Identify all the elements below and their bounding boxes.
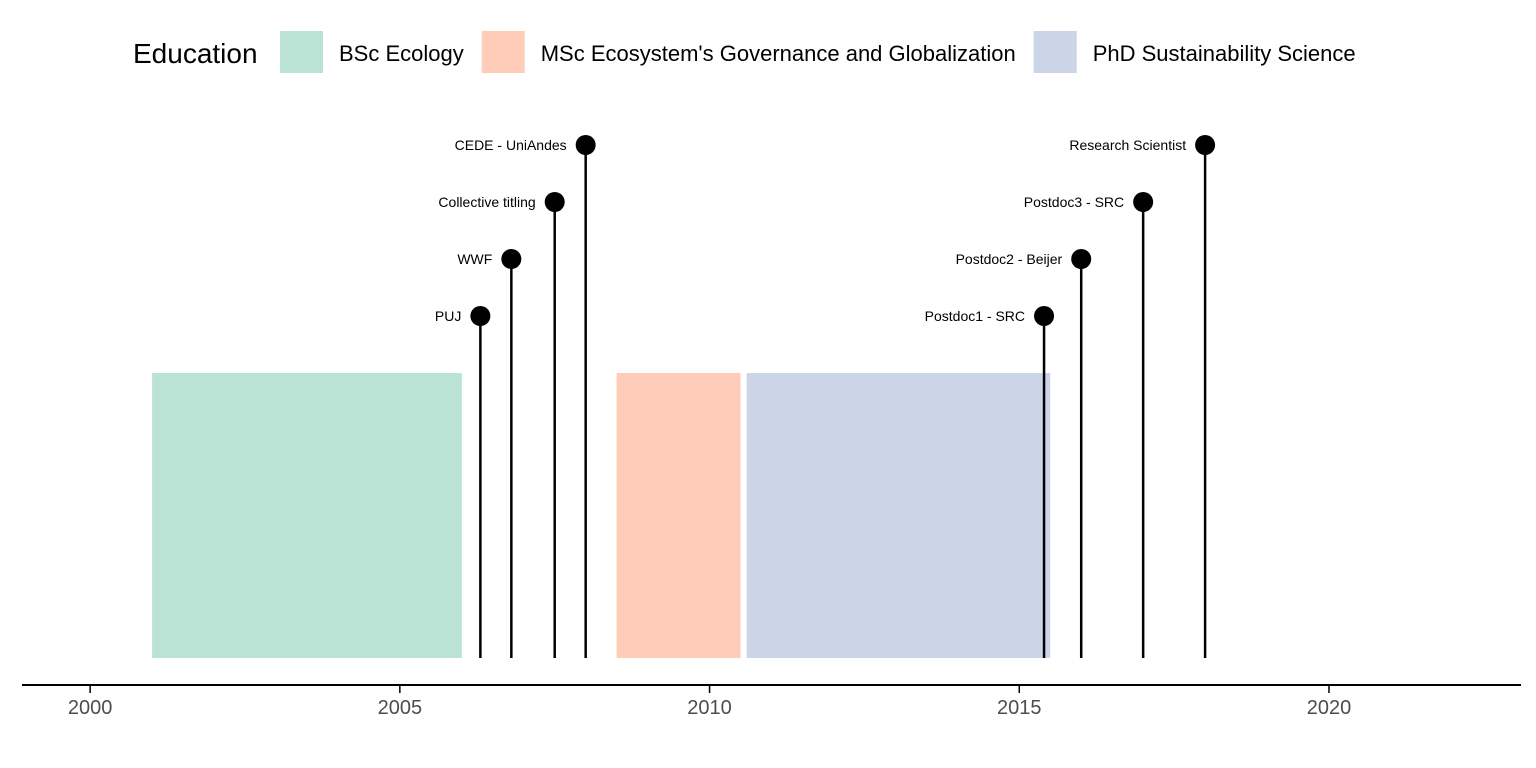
event-label-5: Postdoc2 - Beijer: [956, 251, 1063, 267]
x-tick-label-4: 2020: [1307, 697, 1352, 719]
x-tick-label-2: 2010: [687, 697, 732, 719]
event-label-6: Postdoc3 - SRC: [1024, 194, 1124, 210]
legend-title: Education: [133, 38, 258, 69]
event-point-7: [1195, 135, 1216, 155]
x-tick-label-3: 2015: [997, 697, 1042, 719]
event-point-5: [1071, 249, 1092, 269]
education-bar-2: [746, 373, 1051, 658]
event-point-6: [1133, 192, 1154, 212]
x-tick-label-0: 2000: [68, 697, 113, 719]
education-bar-0: [152, 373, 462, 658]
x-axis: 2000 2005 2010 2015 2020: [22, 684, 1521, 719]
education-bar-1: [616, 373, 741, 658]
event-lollipops: PUJ WWF Collective titling CEDE - UniAndes P…: [435, 135, 1216, 658]
event-label-1: WWF: [457, 251, 492, 267]
legend-swatch-2: [1033, 31, 1077, 73]
event-point-0: [470, 306, 491, 326]
legend-swatch-0: [280, 31, 323, 73]
legend-label-0: BSc Ecology: [339, 41, 464, 66]
event-label-0: PUJ: [435, 308, 461, 324]
event-point-3: [575, 135, 596, 155]
legend-swatch-1: [481, 31, 525, 73]
event-point-4: [1034, 306, 1055, 326]
event-point-2: [544, 192, 565, 212]
event-label-7: Research Scientist: [1069, 137, 1186, 153]
event-label-2: Collective titling: [438, 194, 535, 210]
x-tick-label-1: 2005: [378, 697, 423, 719]
education-bars: [152, 373, 1051, 658]
event-label-3: CEDE - UniAndes: [455, 137, 567, 153]
legend-label-2: PhD Sustainability Science: [1093, 41, 1356, 66]
event-point-1: [501, 249, 522, 269]
event-label-4: Postdoc1 - SRC: [925, 308, 1025, 324]
legend: Education BSc Ecology MSc Ecosystem's Gov…: [133, 31, 1356, 73]
legend-label-1: MSc Ecosystem's Governance and Globaliza…: [541, 41, 1016, 66]
